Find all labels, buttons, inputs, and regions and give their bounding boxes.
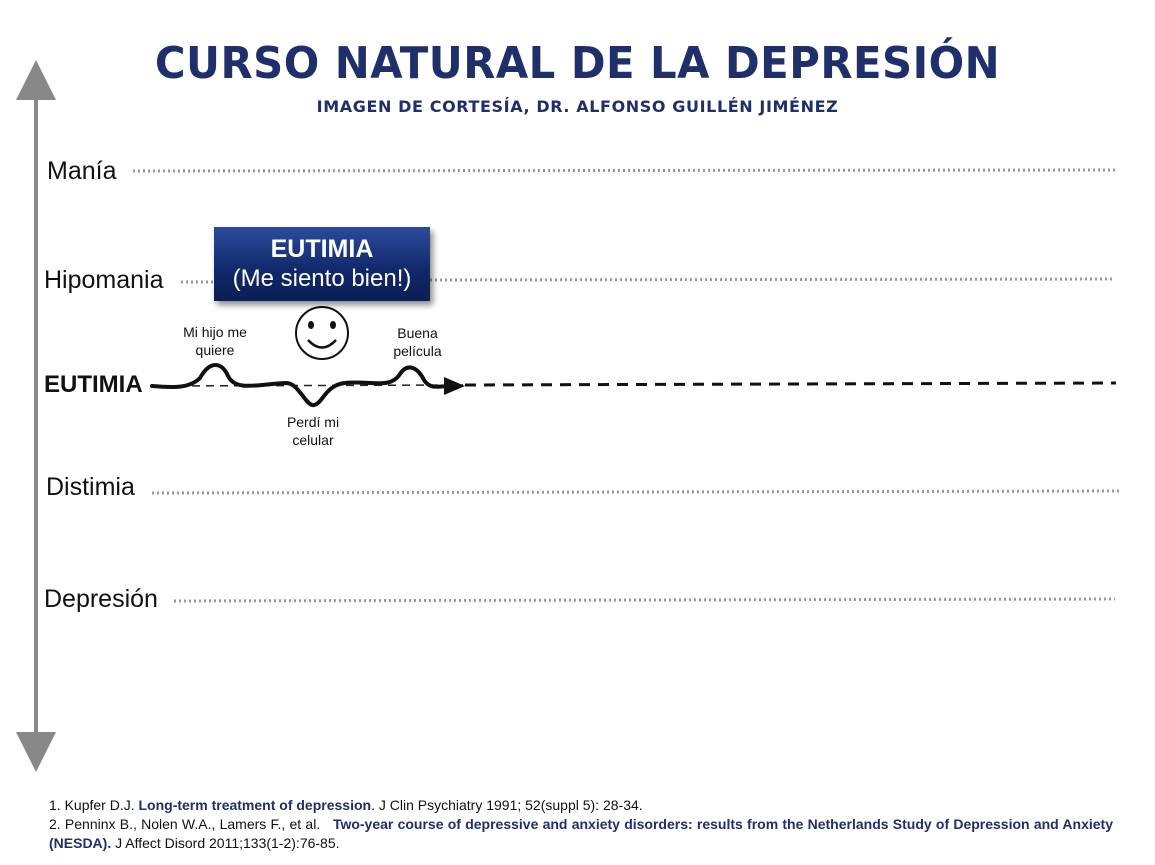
reference-1-source: . J Clin Psychiatry 1991; 52(suppl 5): 2…: [371, 797, 643, 813]
reference-1-authors: 1. Kupfer D.J.: [49, 797, 139, 813]
eutimia-projection-line: [464, 381, 1117, 387]
event-label-peak1: Mi hijo me quiere: [183, 324, 247, 358]
smiley-face-icon: [295, 306, 349, 360]
reference-2: 2. Penninx B., Nolen W.A., Lamers F., et…: [49, 815, 1113, 853]
eutimia-baseline: [149, 384, 464, 387]
mania-level-line: [132, 168, 1116, 173]
reference-2-authors: 2. Penninx B., Nolen W.A., Lamers F., et…: [49, 816, 333, 832]
reference-2-source: J Affect Disord 2011;133(1-2):76-85.: [111, 835, 340, 851]
reference-1: 1. Kupfer D.J. Long-term treatment of de…: [49, 796, 1113, 815]
references: 1. Kupfer D.J. Long-term treatment of de…: [49, 796, 1113, 853]
level-label-eutimia: EUTIMIA: [44, 371, 143, 398]
mood-course-diagram: [16, 59, 1121, 772]
depresion-level-line: [173, 597, 1116, 603]
level-label-mania: Manía: [47, 157, 117, 185]
event-label-dip: Perdí mi celular: [286, 414, 340, 448]
callout-subtitle: (Me siento bien!): [232, 265, 412, 292]
reference-1-title: Long-term treatment of depression: [138, 797, 372, 813]
reference-2-title: Two-year course of depressive and anxiet…: [49, 816, 1114, 851]
distimia-level-line: [151, 489, 1121, 495]
hipomania-level-line-right: [429, 277, 1116, 282]
mood-wave-arrowhead: [444, 377, 465, 395]
level-label-hipomania: Hipomania: [44, 266, 164, 294]
event-label-peak2: Buena película: [393, 325, 442, 359]
mood-wave-line: [150, 363, 452, 407]
level-label-distimia: Distimia: [46, 473, 135, 501]
page-title: CURSO NATURAL DE LA DEPRESIÓN: [154, 38, 1001, 89]
eutimia-callout-box: EUTIMIA (Me siento bien!): [214, 227, 430, 301]
callout-title: EUTIMIA: [270, 235, 374, 263]
page-subtitle: IMAGEN DE CORTESÍA, DR. ALFONSO GUILLÉN …: [316, 97, 839, 116]
level-label-depresion: Depresión: [44, 585, 158, 613]
